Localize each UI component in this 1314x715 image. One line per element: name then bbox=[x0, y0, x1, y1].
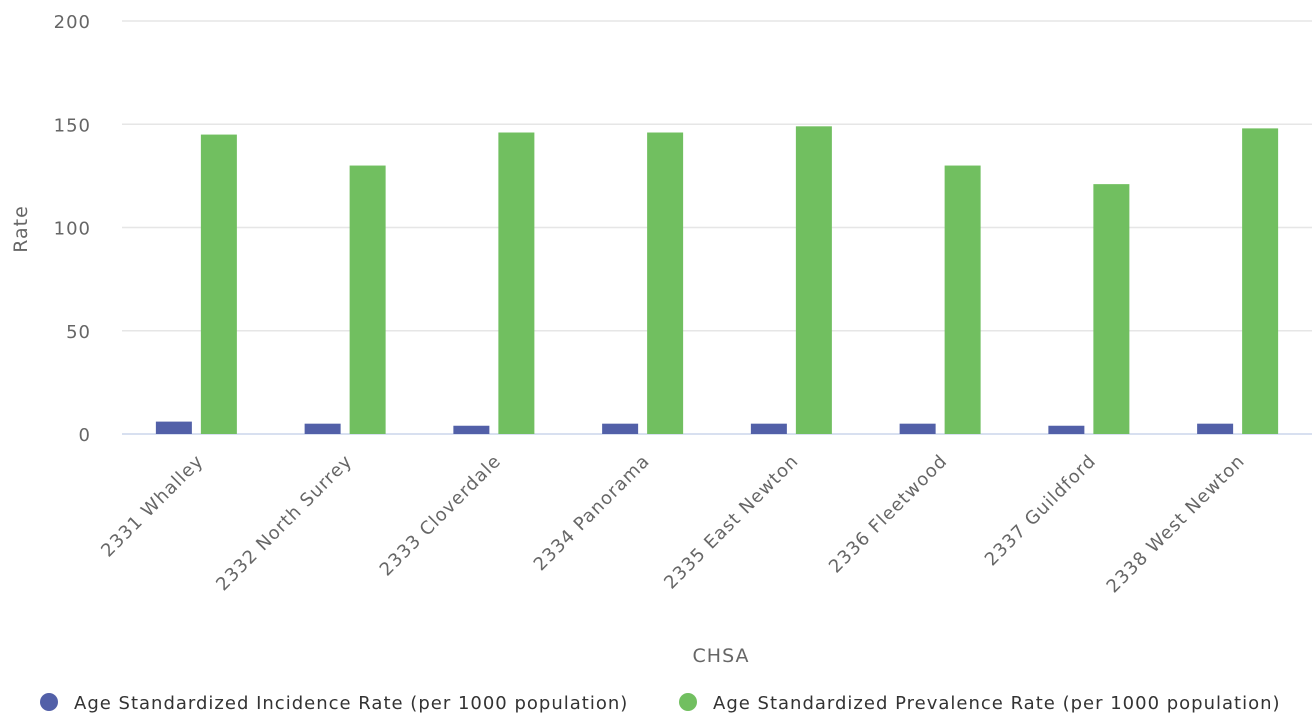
y-tick-label: 200 bbox=[54, 12, 91, 33]
legend-item-incidence[interactable]: Age Standardized Incidence Rate (per 100… bbox=[40, 693, 628, 714]
bar-prevalence[interactable] bbox=[944, 165, 981, 435]
bar-incidence[interactable] bbox=[899, 423, 936, 434]
bar-incidence[interactable] bbox=[750, 423, 787, 434]
legend-label-incidence: Age Standardized Incidence Rate (per 100… bbox=[74, 693, 628, 714]
bar-prevalence[interactable] bbox=[200, 134, 237, 434]
bars bbox=[155, 126, 1279, 435]
gridlines bbox=[122, 20, 1312, 435]
legend-label-prevalence: Age Standardized Prevalence Rate (per 10… bbox=[713, 693, 1281, 714]
bar-prevalence[interactable] bbox=[647, 132, 684, 434]
x-tick-label: 2334 Panorama bbox=[530, 451, 654, 575]
legend-item-prevalence[interactable]: Age Standardized Prevalence Rate (per 10… bbox=[679, 693, 1281, 714]
x-tick-label: 2332 North Surrey bbox=[212, 451, 356, 595]
y-axis-title: Rate bbox=[10, 205, 32, 253]
x-tick-label: 2338 West Newton bbox=[1103, 451, 1250, 598]
bar-prevalence[interactable] bbox=[1093, 184, 1130, 434]
x-tick-label: 2335 East Newton bbox=[660, 451, 803, 594]
bar-incidence[interactable] bbox=[602, 423, 639, 434]
y-tick-label: 100 bbox=[54, 219, 91, 240]
bar-incidence[interactable] bbox=[1048, 425, 1085, 434]
y-axis-ticks: 0 50 100 150 200 bbox=[54, 12, 91, 446]
x-tick-label: 2336 Fleetwood bbox=[825, 451, 952, 578]
bar-prevalence[interactable] bbox=[795, 126, 832, 434]
bar-incidence[interactable] bbox=[304, 423, 341, 434]
bar-incidence[interactable] bbox=[155, 421, 192, 434]
x-axis-title: CHSA bbox=[693, 645, 750, 667]
y-tick-label: 150 bbox=[54, 115, 91, 136]
y-tick-label: 50 bbox=[66, 322, 91, 343]
x-tick-label: 2337 Guildford bbox=[981, 451, 1101, 571]
y-tick-label: 0 bbox=[79, 425, 91, 446]
bar-prevalence[interactable] bbox=[349, 165, 386, 435]
legend-marker-prevalence bbox=[679, 693, 697, 711]
bar-incidence[interactable] bbox=[1197, 423, 1234, 434]
x-tick-label: 2331 Whalley bbox=[97, 451, 208, 562]
legend-marker-incidence bbox=[40, 693, 58, 711]
bar-prevalence[interactable] bbox=[498, 132, 535, 434]
x-tick-label: 2333 Cloverdale bbox=[376, 451, 506, 581]
bar-incidence[interactable] bbox=[453, 425, 490, 434]
bar-prevalence[interactable] bbox=[1242, 128, 1279, 434]
x-axis-ticks: 2331 Whalley 2332 North Surrey 2333 Clover… bbox=[97, 451, 1249, 598]
legend: Age Standardized Incidence Rate (per 100… bbox=[40, 693, 1281, 714]
